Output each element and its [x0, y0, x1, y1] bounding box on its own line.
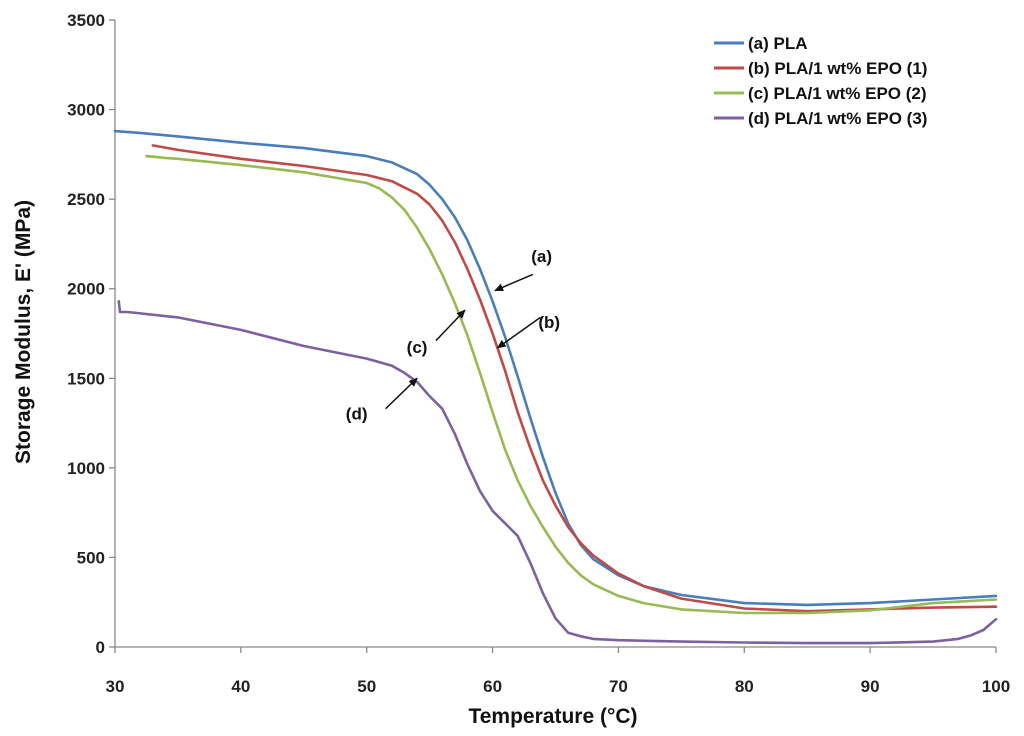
x-tick-label: 90	[861, 677, 880, 696]
y-tick-label: 1500	[67, 369, 105, 388]
series-line-b	[151, 144, 998, 613]
x-tick-label: 50	[357, 677, 376, 696]
legend-label: (b) PLA/1 wt% EPO (1)	[748, 59, 927, 78]
annotation-label: (b)	[538, 313, 560, 332]
x-tick-label: 30	[106, 677, 125, 696]
y-tick-label: 3500	[67, 11, 105, 30]
annotation-arrow	[435, 309, 466, 342]
x-tick-label: 60	[483, 677, 502, 696]
y-tick-label: 2500	[67, 190, 105, 209]
x-tick-label: 80	[735, 677, 754, 696]
axes: 30 40 50 60 70 80 90 10005001000150020002500300…	[67, 11, 1010, 696]
series-line-c	[145, 154, 998, 615]
y-tick-label: 500	[77, 548, 105, 567]
annotation-arrow	[494, 273, 534, 292]
annotation-label: (d)	[346, 404, 368, 423]
legend: (a) PLA (b) PLA/1 wt% EPO (1) (c) PLA/1 wt…	[714, 34, 927, 128]
x-tick-label: 100	[982, 677, 1010, 696]
series-group	[113, 129, 998, 645]
x-tick-label: 40	[231, 677, 250, 696]
series-line-a	[113, 129, 998, 607]
y-tick-label: 3000	[67, 101, 105, 120]
y-axis-title: Storage Modulus, E' (MPa)	[12, 200, 35, 464]
annotation-label: (c)	[407, 338, 428, 357]
x-axis-title: Temperature (°C)	[468, 705, 637, 728]
legend-label: (c) PLA/1 wt% EPO (2)	[748, 84, 927, 103]
y-tick-label: 0	[96, 638, 105, 657]
annotation-arrow	[385, 377, 418, 410]
series-line-d	[117, 299, 998, 645]
legend-label: (a) PLA	[748, 34, 808, 53]
legend-label: (d) PLA/1 wt% EPO (3)	[748, 109, 927, 128]
y-tick-label: 2000	[67, 280, 105, 299]
annotation-label: (a)	[531, 247, 552, 266]
annotation-arrow	[496, 316, 541, 349]
annotations: (a) (b) (c) (d)	[346, 247, 560, 424]
x-tick-label: 70	[609, 677, 628, 696]
y-tick-label: 1000	[67, 459, 105, 478]
